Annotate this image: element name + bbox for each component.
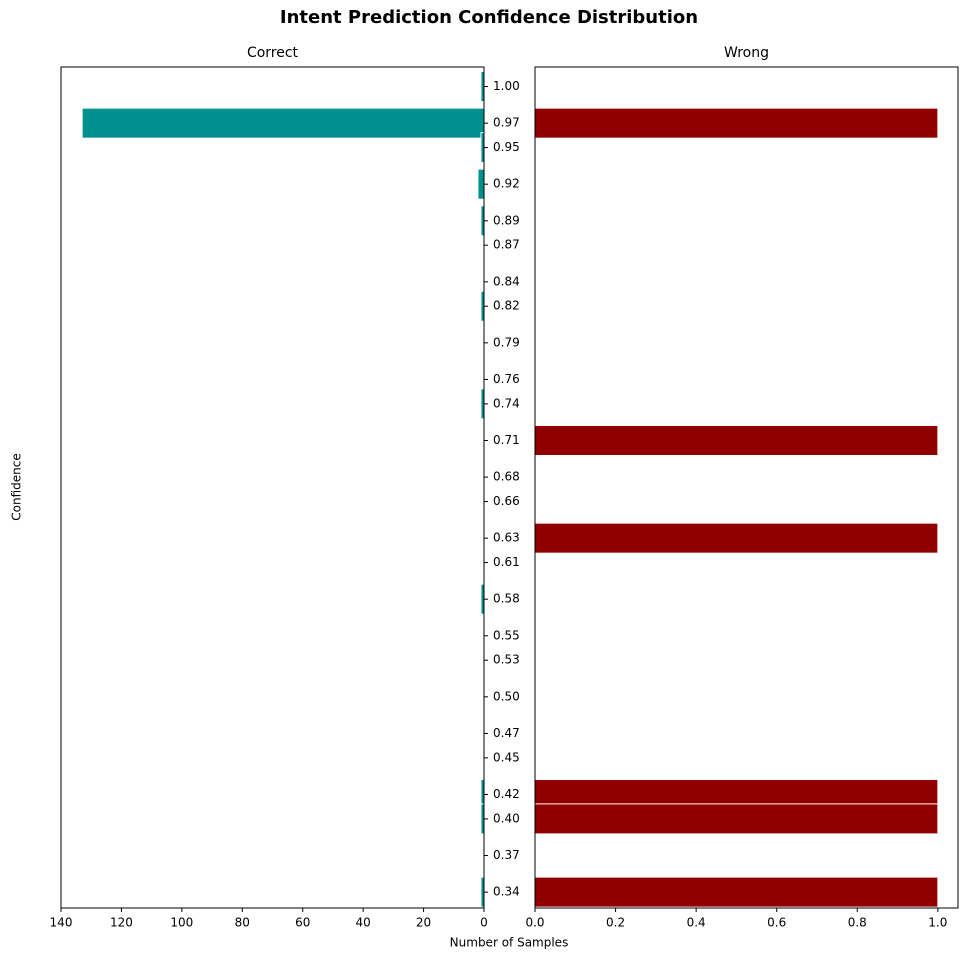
y-tick-label: 1.00	[493, 79, 520, 93]
panel-title: Correct	[247, 45, 299, 61]
x-tick-label: 120	[110, 916, 133, 930]
x-tick-label: 0.6	[767, 916, 786, 930]
y-tick-label: 0.84	[493, 274, 520, 288]
x-tick-label: 80	[235, 916, 250, 930]
x-tick-label: 40	[356, 916, 371, 930]
bar	[534, 425, 939, 457]
axes-frame	[534, 66, 959, 909]
y-axis-label: Confidence	[10, 453, 24, 520]
panel-title: Wrong	[724, 45, 769, 61]
y-tick-label: 0.58	[493, 592, 520, 606]
x-axis-label: Number of Samples	[450, 936, 569, 950]
y-tick-label: 0.63	[493, 531, 520, 545]
y-tick-label: 0.68	[493, 470, 520, 484]
bar	[534, 803, 939, 835]
y-tick-label: 0.53	[493, 653, 520, 667]
y-tick-label: 0.40	[493, 811, 520, 825]
x-tick-label: 20	[416, 916, 431, 930]
y-tick-label: 0.55	[493, 628, 520, 642]
y-tick-label: 0.66	[493, 494, 520, 508]
y-tick-label: 0.87	[493, 238, 520, 252]
y-tick-label: 0.45	[493, 750, 520, 764]
axes-frame	[60, 66, 485, 909]
y-tick-label: 0.79	[493, 335, 520, 349]
x-tick-label: 0.4	[687, 916, 706, 930]
y-tick-label: 0.95	[493, 140, 520, 154]
bar	[534, 522, 939, 554]
y-tick-label: 0.61	[493, 555, 520, 569]
x-tick-label: 0.2	[606, 916, 625, 930]
y-tick-label: 0.97	[493, 116, 520, 130]
bar	[534, 107, 939, 139]
chart-title: Intent Prediction Confidence Distributio…	[280, 7, 698, 28]
y-tick-label: 0.89	[493, 213, 520, 227]
x-tick-label: 0.0	[525, 916, 544, 930]
y-tick-label: 0.71	[493, 433, 520, 447]
bar	[534, 876, 939, 908]
x-tick-label: 0	[480, 916, 488, 930]
y-tick-label: 0.76	[493, 372, 520, 386]
bar	[477, 168, 485, 200]
y-tick-label: 0.82	[493, 299, 520, 313]
y-tick-label: 0.47	[493, 726, 520, 740]
y-tick-label: 0.92	[493, 177, 520, 191]
x-tick-label: 60	[295, 916, 310, 930]
x-tick-label: 140	[50, 916, 73, 930]
y-tick-label: 0.42	[493, 787, 520, 801]
bar	[81, 107, 485, 139]
y-tick-label: 0.74	[493, 396, 520, 410]
x-tick-label: 1.0	[928, 916, 947, 930]
y-tick-label: 0.37	[493, 848, 520, 862]
x-tick-label: 100	[170, 916, 193, 930]
y-tick-label: 0.50	[493, 689, 520, 703]
x-tick-label: 0.8	[848, 916, 867, 930]
y-tick-label: 0.34	[493, 885, 520, 899]
